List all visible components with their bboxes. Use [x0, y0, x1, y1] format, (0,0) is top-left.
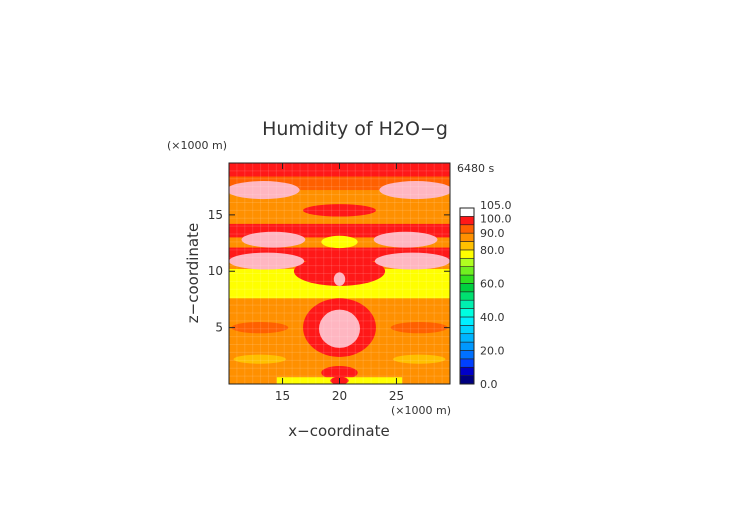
y-axis: 5 10 15 [208, 208, 450, 335]
x-tick-label: 15 [275, 389, 290, 403]
contour-region-20 [233, 354, 286, 364]
colorbar-segment [459, 207, 475, 217]
contour-region-21 [393, 354, 446, 364]
colorbar-segment [459, 232, 475, 242]
colorbar-tick-label: 100.0 [480, 212, 512, 225]
colorbar-tick-label: 40.0 [480, 311, 505, 324]
colorbar-segment [459, 333, 475, 343]
x-tick-label: 25 [389, 389, 404, 403]
x-axis: 15 20 25 [275, 163, 404, 403]
x-axis-label: x−coordinate [288, 422, 389, 440]
contour-region-15 [333, 272, 346, 286]
contour-region-12 [293, 256, 386, 286]
contour-region-2 [229, 163, 450, 177]
x-unit-label: (×1000 m) [391, 404, 451, 417]
contour-region-7 [229, 181, 300, 200]
contour-region-13 [229, 252, 305, 270]
contour-region-10 [373, 231, 438, 248]
contour-region-5 [303, 204, 376, 217]
contour-region-14 [374, 252, 450, 270]
contour-region-6 [321, 235, 358, 249]
colorbar-tick-label: 90.0 [480, 227, 505, 240]
colorbar-tick-label: 0.0 [480, 378, 498, 391]
y-unit-label: (×1000 m) [167, 139, 227, 152]
heatmap-field [229, 163, 450, 384]
colorbar-tick-label: 80.0 [480, 244, 505, 257]
colorbar-segment [459, 291, 475, 301]
contour-region-22 [321, 365, 358, 380]
colorbar-segment [459, 350, 475, 360]
colorbar-segment [459, 325, 475, 335]
colorbar-segment [459, 249, 475, 259]
colorbar-segment [459, 316, 475, 326]
colorbar-segment [459, 224, 475, 234]
colorbar-segment [459, 375, 475, 385]
colorbar-tick-label: 20.0 [480, 344, 505, 357]
colorbar-segment [459, 241, 475, 251]
x-tick-label: 20 [332, 389, 347, 403]
colorbar-frame [459, 207, 475, 385]
colorbar-segment [459, 341, 475, 351]
y-tick-label: 10 [208, 264, 223, 278]
colorbar-segment [459, 274, 475, 284]
contour-region-9 [241, 231, 306, 248]
colorbar-segment [459, 299, 475, 309]
colorbar-segment [459, 266, 475, 276]
colorbar-segment [459, 283, 475, 293]
colorbar-segment [459, 308, 475, 318]
contour-region-8 [379, 181, 450, 200]
y-axis-label: z−coordinate [184, 223, 202, 323]
colorbar-tick-label: 105.0 [480, 199, 512, 212]
y-tick-label: 5 [215, 321, 223, 335]
colorbar-segment [459, 216, 475, 226]
y-tick-label: 15 [208, 208, 223, 222]
colorbar-segment [459, 366, 475, 376]
chart-title: Humidity of H2O−g [262, 118, 448, 140]
time-label: 6480 s [457, 162, 494, 175]
colorbar-segment [459, 257, 475, 267]
contour-region-19 [390, 321, 448, 334]
colorbar-tick-label: 60.0 [480, 277, 505, 290]
colorbar-segment [459, 358, 475, 368]
contour-region-18 [231, 321, 289, 334]
contour-region-17 [318, 309, 361, 348]
